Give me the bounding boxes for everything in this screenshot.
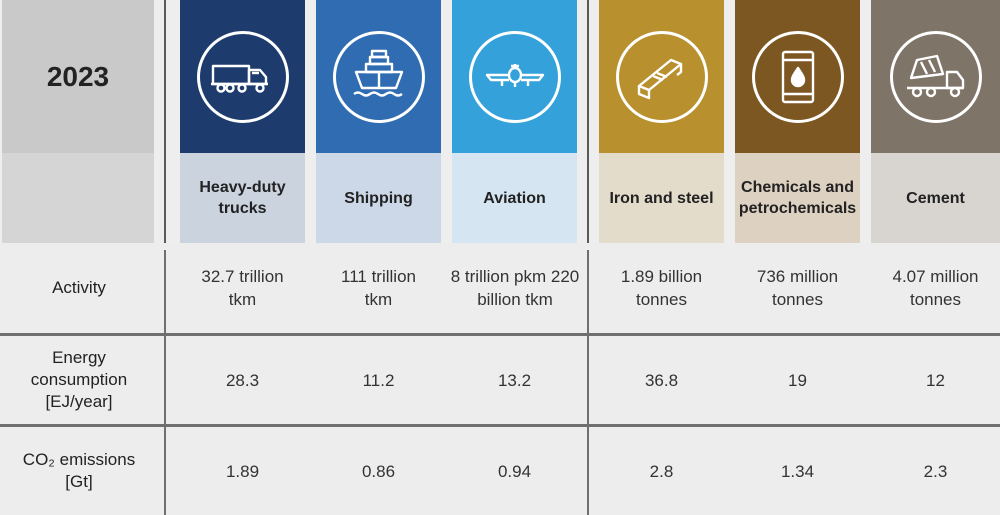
table-cell: 2.8 [599,427,724,515]
table-cell: 4.07 million tonnes [871,243,1000,333]
table-row-label: Activity [0,243,158,333]
sector-label-chemicals: Chemicals and petrochemicals [735,153,860,243]
table-cell: 1.34 [735,427,860,515]
cell-value: 2.3 [923,461,948,481]
steel-icon-panel [599,0,724,153]
ship-icon [332,30,425,123]
table-cell: 19 [735,336,860,424]
table-row-label: Energy consumption [EJ/year] [0,336,158,424]
table-cell: 2.3 [871,427,1000,515]
sector-label-steel: Iron and steel [599,153,724,243]
cement-mixer-icon [889,30,982,123]
table-cell: 32.7 trillion tkm [180,243,305,333]
sector-label-text: Chemicals and petrochemicals [738,179,857,217]
cell-value: 36.8 [644,370,679,390]
chemicals-icon-panel [735,0,860,153]
sector-label-text: Aviation [483,189,546,207]
table-cell: 13.2 [452,336,577,424]
cell-value: 19 [788,370,807,390]
sector-label-text: Cement [906,189,965,207]
cell-value: 8 trillion pkm 220 billion tkm [450,267,580,309]
sector-label-text: Shipping [344,189,413,207]
table-cell: 111 trillion tkm [316,243,441,333]
sector-label-shipping: Shipping [316,153,441,243]
cell-value: 32.7 trillion tkm [201,267,284,309]
aviation-icon-panel [452,0,577,153]
cell-value: 1.34 [780,461,815,481]
shipping-icon-panel [316,0,441,153]
cement-icon-panel [871,0,1000,153]
body-divider-middle [587,250,589,515]
cell-value: 12 [926,370,945,390]
sector-label-text: Iron and steel [609,189,714,207]
row-separator [0,333,1000,336]
header-divider-middle [587,0,589,243]
table-cell: 0.86 [316,427,441,515]
body-divider-left [164,250,166,515]
year-cell: 2023 [2,0,154,153]
table-row-label: CO₂ emissions [Gt] [0,427,158,515]
sector-label-aviation: Aviation [452,153,577,243]
airplane-icon [468,30,561,123]
header-divider-left [164,0,166,243]
year-cell-lower [2,153,154,243]
cell-value: 13.2 [497,370,532,390]
table-cell: 736 million tonnes [735,243,860,333]
table-cell: 12 [871,336,1000,424]
table-cell: 36.8 [599,336,724,424]
cell-value: 0.94 [497,461,532,481]
cell-value: 1.89 [225,461,260,481]
cell-value: 0.86 [361,461,396,481]
sector-label-trucks: Heavy-duty trucks [180,153,305,243]
cell-value: 736 million tonnes [756,267,839,309]
cell-value: 111 trillion tkm [341,267,416,309]
row-label-text: CO₂ emissions [Gt] [22,450,136,491]
cell-value: 4.07 million tonnes [892,267,979,309]
row-label-text: Activity [52,278,106,297]
table-cell: 28.3 [180,336,305,424]
cell-value: 2.8 [649,461,674,481]
table-cell: 1.89 [180,427,305,515]
table-cell: 0.94 [452,427,577,515]
truck-icon [196,30,289,123]
sector-label-cement: Cement [871,153,1000,243]
table-cell: 11.2 [316,336,441,424]
cell-value: 28.3 [225,370,260,390]
table-cell: 1.89 billion tonnes [599,243,724,333]
oil-barrel-icon [751,30,844,123]
cell-value: 1.89 billion tonnes [620,267,703,309]
trucks-icon-panel [180,0,305,153]
steel-beam-icon [615,30,708,123]
table-body [0,243,1000,515]
year-label: 2023 [46,60,110,92]
cell-value: 11.2 [362,370,395,390]
row-separator [0,424,1000,427]
table-cell: 8 trillion pkm 220 billion tkm [441,243,589,333]
sector-label-text: Heavy-duty trucks [199,179,286,217]
row-label-text: Energy consumption [EJ/year] [30,348,128,411]
